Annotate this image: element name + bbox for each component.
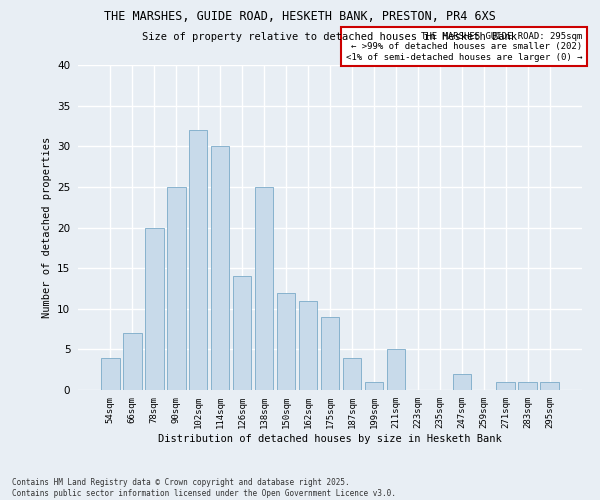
Bar [518, 382, 537, 390]
Text: THE MARSHES, GUIDE ROAD, HESKETH BANK, PRESTON, PR4 6XS: THE MARSHES, GUIDE ROAD, HESKETH BANK, P… [104, 10, 496, 23]
Bar [101, 358, 119, 390]
Bar [277, 292, 295, 390]
Bar [233, 276, 251, 390]
Title: Size of property relative to detached houses in Hesketh Bank: Size of property relative to detached ho… [143, 32, 517, 42]
Y-axis label: Number of detached properties: Number of detached properties [41, 137, 52, 318]
Bar [452, 374, 471, 390]
Bar [123, 333, 142, 390]
Text: THE MARSHES GUIDE ROAD: 295sqm
← >99% of detached houses are smaller (202)
<1% o: THE MARSHES GUIDE ROAD: 295sqm ← >99% of… [346, 32, 582, 62]
Bar [386, 350, 405, 390]
Bar [167, 187, 185, 390]
Bar [541, 382, 559, 390]
Bar [211, 146, 229, 390]
Bar [189, 130, 208, 390]
Bar [343, 358, 361, 390]
Bar [145, 228, 164, 390]
Bar [365, 382, 383, 390]
Bar [320, 317, 340, 390]
Bar [255, 187, 274, 390]
Text: Contains HM Land Registry data © Crown copyright and database right 2025.
Contai: Contains HM Land Registry data © Crown c… [12, 478, 396, 498]
Bar [496, 382, 515, 390]
X-axis label: Distribution of detached houses by size in Hesketh Bank: Distribution of detached houses by size … [158, 434, 502, 444]
Bar [299, 300, 317, 390]
